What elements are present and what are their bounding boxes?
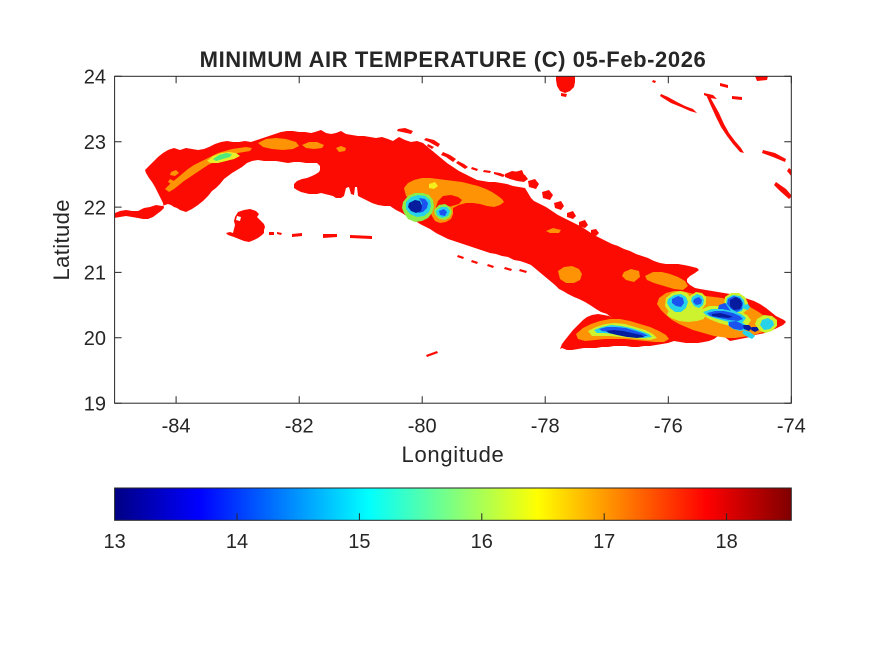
svg-text:Latitude: Latitude [49,199,74,280]
svg-text:-80: -80 [408,415,437,437]
svg-text:-84: -84 [162,415,191,437]
svg-text:-74: -74 [777,415,806,437]
svg-text:15: 15 [348,531,370,553]
svg-text:18: 18 [715,531,737,553]
svg-text:22: 22 [84,197,106,219]
svg-text:13: 13 [103,531,125,553]
svg-text:21: 21 [84,263,106,285]
svg-text:-76: -76 [654,415,683,437]
svg-text:19: 19 [84,394,106,416]
svg-text:MINIMUM AIR TEMPERATURE (C) 05: MINIMUM AIR TEMPERATURE (C) 05-Feb-2026 [200,47,707,72]
svg-text:23: 23 [84,132,106,154]
svg-text:17: 17 [593,531,615,553]
svg-text:20: 20 [84,328,106,350]
svg-text:24: 24 [84,67,106,89]
svg-text:Longitude: Longitude [402,442,505,467]
svg-text:14: 14 [226,531,248,553]
svg-text:-78: -78 [531,415,560,437]
svg-text:16: 16 [471,531,493,553]
svg-text:-82: -82 [285,415,314,437]
